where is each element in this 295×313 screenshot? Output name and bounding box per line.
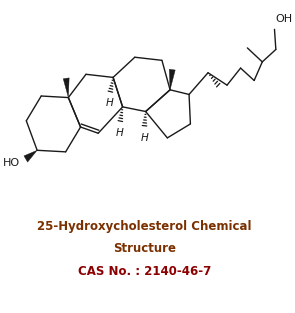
Polygon shape bbox=[24, 150, 37, 162]
Text: H: H bbox=[106, 99, 114, 109]
Polygon shape bbox=[169, 69, 175, 90]
Text: 25-Hydroxycholesterol Chemical: 25-Hydroxycholesterol Chemical bbox=[37, 220, 252, 233]
Text: H: H bbox=[116, 128, 124, 138]
Text: HO: HO bbox=[3, 158, 20, 168]
Text: H: H bbox=[140, 133, 148, 143]
Text: Structure: Structure bbox=[113, 242, 176, 254]
Text: OH: OH bbox=[276, 14, 293, 24]
Polygon shape bbox=[63, 78, 69, 98]
Text: CAS No. : 2140-46-7: CAS No. : 2140-46-7 bbox=[78, 265, 211, 278]
